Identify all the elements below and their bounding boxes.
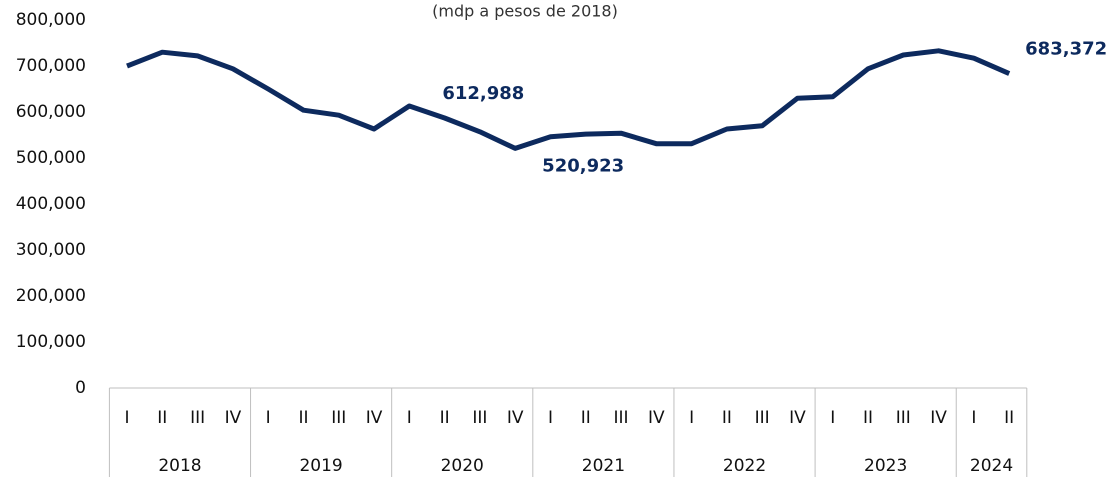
y-tick-label: 400,000 [16, 194, 86, 214]
year-label: 2018 [158, 456, 201, 476]
year-label: 2019 [299, 456, 342, 476]
year-label: 2023 [864, 456, 907, 476]
year-label: 2020 [441, 456, 484, 476]
year-label: 2021 [582, 456, 625, 476]
x-tick-label: II [863, 408, 873, 428]
y-tick-label: 100,000 [16, 332, 86, 352]
x-tick-label: IV [789, 408, 806, 428]
x-tick-label: II [298, 408, 308, 428]
x-tick-label: II [722, 408, 732, 428]
x-tick-label: I [830, 408, 835, 428]
x-tick-label: IV [507, 408, 524, 428]
x-tick-label: II [1004, 408, 1014, 428]
x-tick-label: IV [648, 408, 665, 428]
x-tick-label: IV [930, 408, 947, 428]
data-label: 520,923 [542, 155, 624, 176]
y-tick-label: 600,000 [16, 102, 86, 122]
y-tick-label: 700,000 [16, 56, 86, 76]
y-tick-label: 300,000 [16, 240, 86, 260]
data-line [126, 48, 1011, 151]
x-tick-label: III [896, 408, 911, 428]
y-tick-label: 500,000 [16, 148, 86, 168]
year-label: 2024 [970, 456, 1013, 476]
x-tick-label: III [190, 408, 205, 428]
y-tick-label: 0 [75, 378, 86, 398]
x-tick-label: I [125, 408, 130, 428]
x-tick-label: III [755, 408, 770, 428]
x-tick-label: IV [225, 408, 242, 428]
x-tick-label: III [472, 408, 487, 428]
year-label: 2022 [723, 456, 766, 476]
chart-subtitle: (mdp a pesos de 2018) [432, 2, 618, 21]
x-tick-label: I [971, 408, 976, 428]
x-tick-label: II [581, 408, 591, 428]
x-tick-label: I [548, 408, 553, 428]
y-tick-label: 800,000 [16, 10, 86, 30]
x-tick-label: II [440, 408, 450, 428]
x-tick-label: I [689, 408, 694, 428]
x-tick-label: I [266, 408, 271, 428]
x-tick-label: II [157, 408, 167, 428]
x-tick-label: III [331, 408, 346, 428]
x-tick-label: IV [366, 408, 383, 428]
x-tick-label: III [614, 408, 629, 428]
data-label: 612,988 [442, 83, 524, 104]
y-tick-label: 200,000 [16, 286, 86, 306]
x-tick-label: I [407, 408, 412, 428]
data-label: 683,372 [1025, 39, 1107, 60]
